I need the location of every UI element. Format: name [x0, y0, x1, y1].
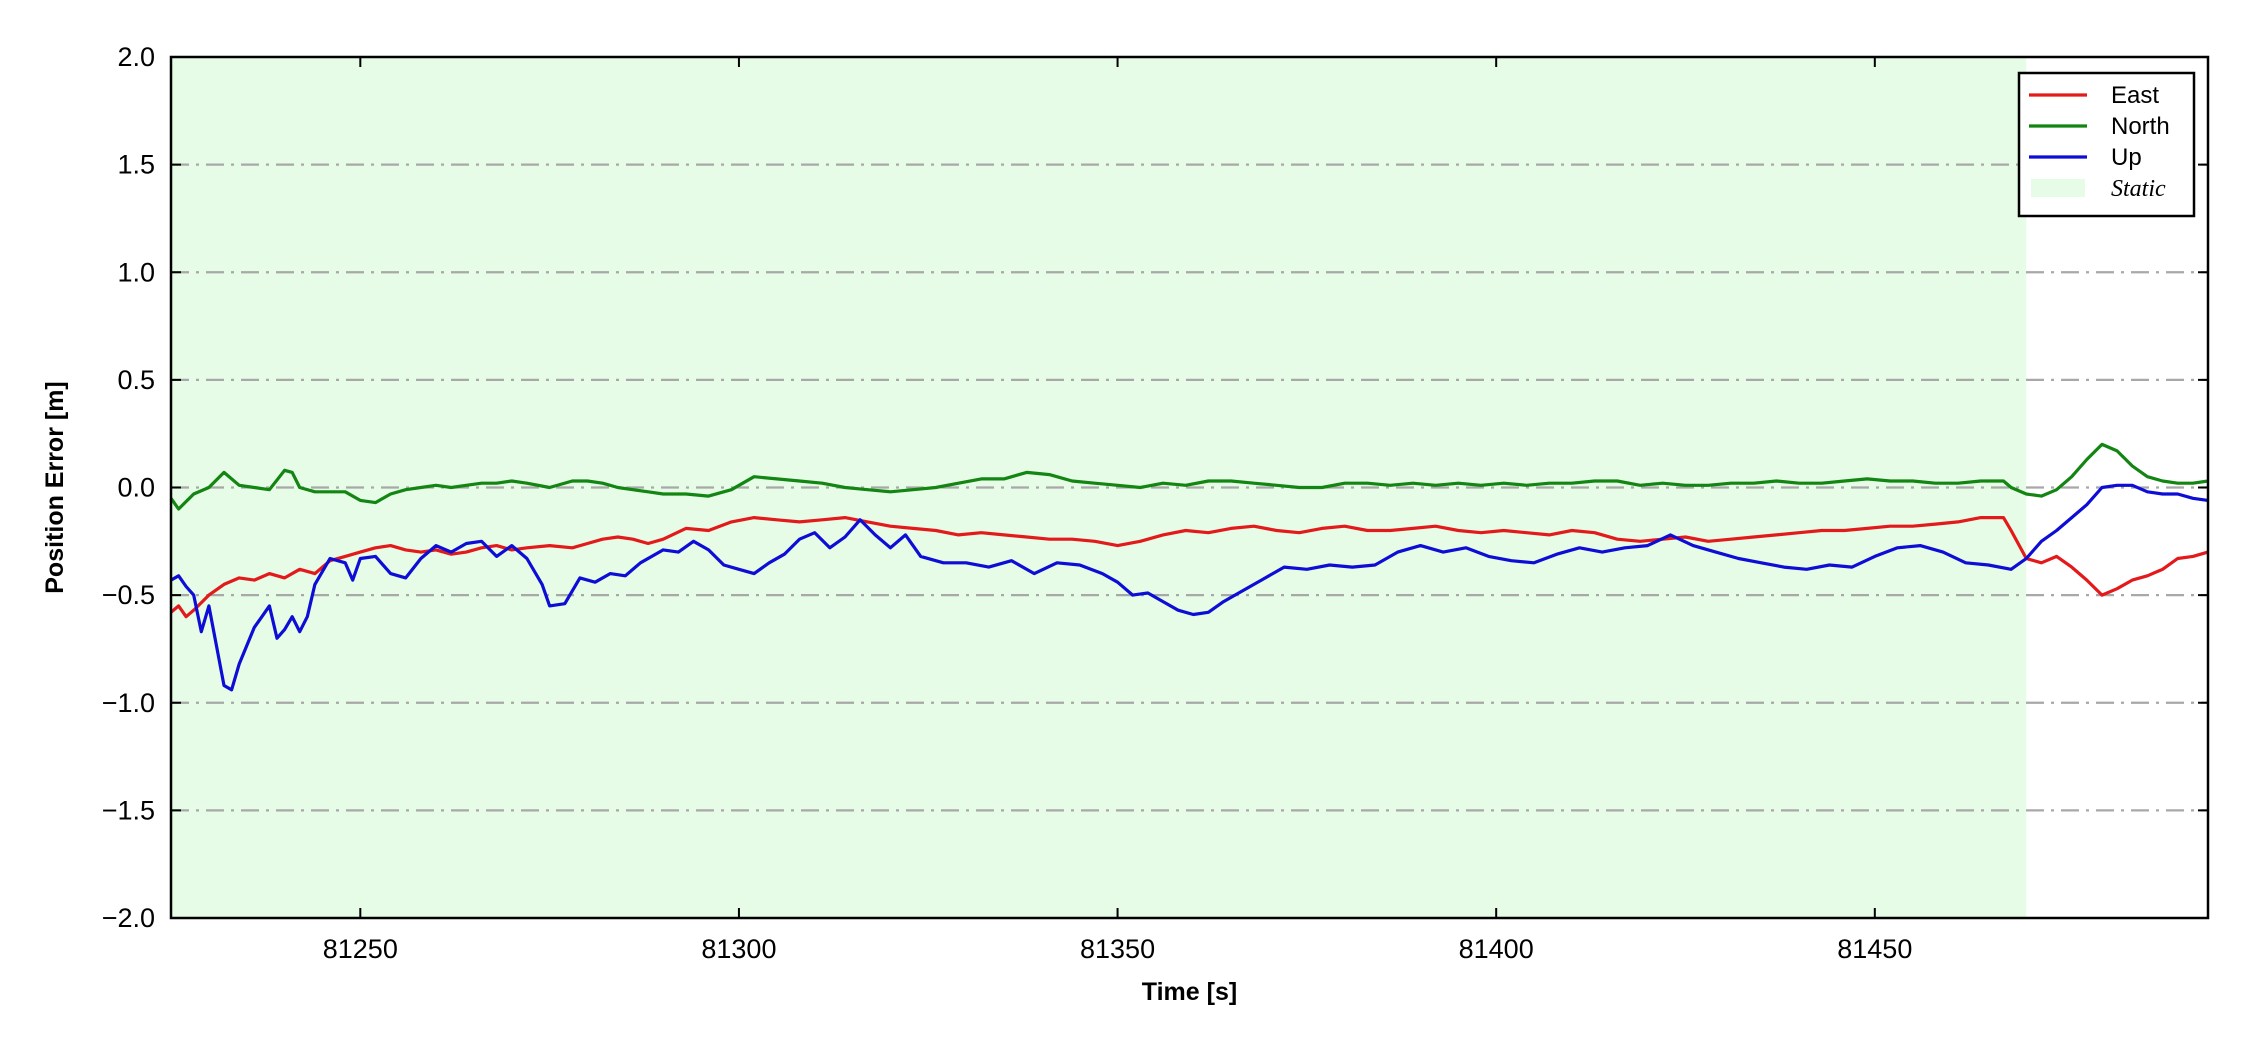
y-tick-label: 2.0: [117, 42, 155, 72]
x-tick-label: 81450: [1837, 934, 1912, 964]
y-tick-label: −2.0: [102, 903, 155, 933]
series-line-east: [169, 516, 2209, 619]
legend-label-east: East: [2111, 82, 2159, 109]
y-tick-label: 1.5: [117, 150, 155, 180]
y-axis-title: Position Error [m]: [41, 381, 69, 594]
series-line-up: [170, 483, 2209, 692]
legend-label-north: North: [2111, 113, 2170, 140]
x-tick-label: 81250: [323, 934, 398, 964]
series-lines: [169, 442, 2209, 692]
grid-lines: [171, 163, 2208, 812]
y-tick-label: 0.5: [117, 365, 155, 395]
legend-label-static: Static: [2111, 176, 2166, 202]
x-tick-label: 81300: [701, 934, 776, 964]
legend-label-up: Up: [2111, 144, 2142, 171]
series-line-north: [169, 442, 2209, 511]
legend: East North Up Static: [2017, 71, 2196, 218]
y-tick-label: −1.0: [102, 688, 155, 718]
y-tick-label: 0.0: [117, 473, 155, 503]
x-axis-title: Time [s]: [1142, 978, 1237, 1006]
x-tick-label: 81400: [1459, 934, 1534, 964]
axis-ticks: 81250 81300 81350 81400 81450 2.0 1.5 1.0 0.5 0.0…: [102, 42, 2208, 964]
legend-swatch-static: [2031, 179, 2085, 197]
y-tick-label: −1.5: [102, 795, 155, 825]
y-tick-label: 1.0: [117, 257, 155, 287]
x-tick-label: 81350: [1080, 934, 1155, 964]
y-tick-label: −0.5: [102, 580, 155, 610]
